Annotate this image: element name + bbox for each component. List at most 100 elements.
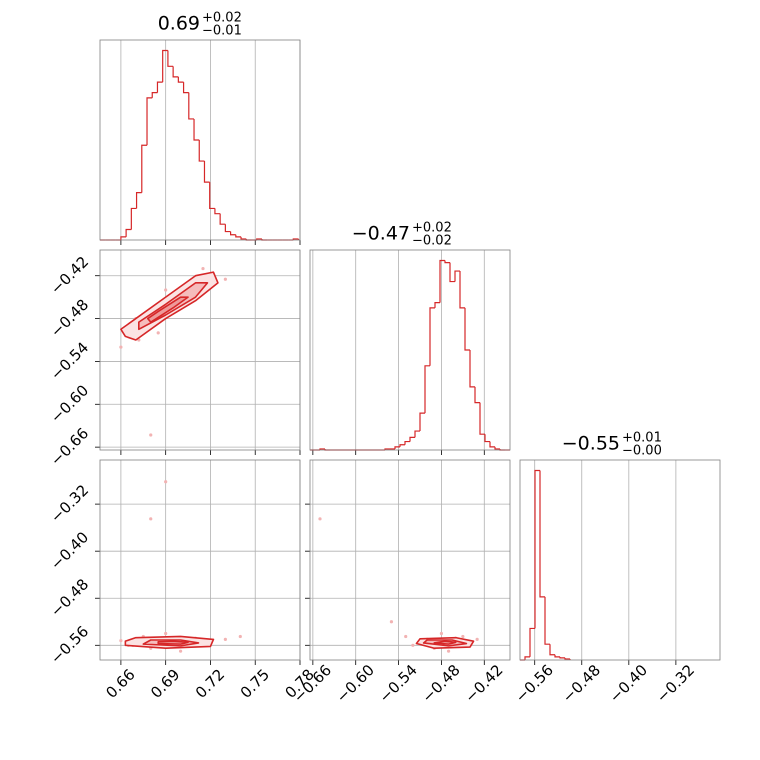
hist-bin <box>151 92 158 98</box>
title-plus: +0.02 <box>202 11 242 26</box>
y-tick-label: −0.66 <box>47 424 92 469</box>
y-tick-label: −0.56 <box>47 622 92 667</box>
panel-frame <box>99 459 301 661</box>
hist-bin <box>429 307 435 366</box>
sample-point <box>201 266 205 271</box>
hist-bin <box>469 350 475 388</box>
sample-point <box>119 345 123 349</box>
hist-bin <box>544 596 550 645</box>
hist-bin <box>554 654 560 658</box>
hist-bin <box>434 302 440 308</box>
hist-bin <box>162 49 168 83</box>
title-minus: −0.02 <box>412 234 452 249</box>
x-tick-label: −0.48 <box>559 661 604 706</box>
panel-frame <box>309 249 511 451</box>
hist-bin <box>494 446 500 450</box>
hist-bin <box>399 444 405 447</box>
hist-bin <box>188 92 195 120</box>
title-plus: +0.01 <box>622 431 662 446</box>
y-tick-label: −0.48 <box>47 575 92 620</box>
sample-point <box>439 631 444 636</box>
sample-point <box>318 517 322 521</box>
x-tick-label: −0.54 <box>376 661 421 706</box>
hist-bin <box>419 412 425 432</box>
contour <box>146 296 189 323</box>
panel-frame <box>309 459 511 661</box>
hist-bin <box>424 365 430 414</box>
y-tick-label: −0.60 <box>47 381 92 426</box>
sample-point <box>223 637 227 642</box>
x-tick-label: −0.56 <box>512 661 557 706</box>
contour <box>433 640 457 645</box>
y-tick-label: −0.40 <box>47 528 92 573</box>
hist-bin <box>439 259 445 303</box>
panel-frame <box>99 39 301 241</box>
hist-bin <box>529 627 535 657</box>
hist-bin <box>484 434 490 443</box>
sample-point <box>461 634 465 639</box>
hist-bin <box>172 66 179 78</box>
sample-point <box>164 631 168 636</box>
hist-bin <box>182 82 189 94</box>
panel-frame <box>519 459 721 661</box>
hist-bin <box>454 270 460 282</box>
sample-point <box>411 643 415 647</box>
sample-point <box>149 517 153 521</box>
panel-title: −0.47 <box>352 223 410 245</box>
title-plus: +0.02 <box>412 221 452 236</box>
hist-bin <box>167 50 174 67</box>
hist-bin <box>146 97 153 146</box>
sample-point <box>446 649 451 653</box>
hist-bin <box>414 430 420 438</box>
hist-bin <box>474 386 480 404</box>
y-tick-label: −0.32 <box>47 481 92 526</box>
hist-bin <box>198 140 205 162</box>
hist-bin <box>459 271 465 309</box>
sample-point <box>156 331 160 335</box>
x-tick-label: −0.32 <box>653 661 698 706</box>
hist-bin <box>549 644 555 656</box>
x-tick-label: −0.48 <box>418 661 463 706</box>
hist-bin <box>229 231 236 236</box>
x-tick-label: 0.66 <box>102 665 138 701</box>
hist-bin <box>240 236 247 240</box>
hist-bin <box>224 224 231 233</box>
panel-title: −0.55 <box>562 433 620 455</box>
sample-point <box>389 620 394 624</box>
sample-point <box>164 480 168 484</box>
x-tick-label: −0.60 <box>333 661 378 706</box>
hist-bin <box>177 76 184 83</box>
x-tick-label: 0.75 <box>237 665 273 701</box>
x-tick-label: −0.42 <box>461 661 506 706</box>
hist-bin <box>539 470 545 598</box>
hist-bin <box>141 144 148 193</box>
x-tick-label: 0.72 <box>192 665 228 701</box>
hist-bin <box>235 234 242 238</box>
hist-bin <box>479 402 485 435</box>
hist-bin <box>559 656 565 659</box>
sample-point <box>149 433 153 437</box>
sample-point <box>178 649 183 653</box>
sample-point <box>238 634 242 639</box>
sample-point <box>404 634 408 639</box>
panel-title: 0.69 <box>158 13 200 35</box>
sample-point <box>223 277 227 281</box>
sample-point <box>475 637 479 642</box>
x-tick-label: −0.40 <box>606 661 651 706</box>
hist-bin <box>564 657 570 660</box>
hist-bin <box>135 192 142 209</box>
y-tick-label: −0.48 <box>47 296 92 341</box>
hist-bin <box>404 440 410 445</box>
hist-bin <box>203 161 210 183</box>
sample-point <box>164 288 168 292</box>
title-minus: −0.00 <box>622 444 662 459</box>
hist-bin <box>120 236 127 240</box>
hist-bin <box>394 446 400 449</box>
hist-bin <box>464 307 470 351</box>
hist-bin <box>219 213 226 225</box>
hist-bin <box>524 656 530 660</box>
panel-frame <box>99 249 301 451</box>
sample-point <box>119 638 123 643</box>
hist-bin <box>444 260 450 264</box>
